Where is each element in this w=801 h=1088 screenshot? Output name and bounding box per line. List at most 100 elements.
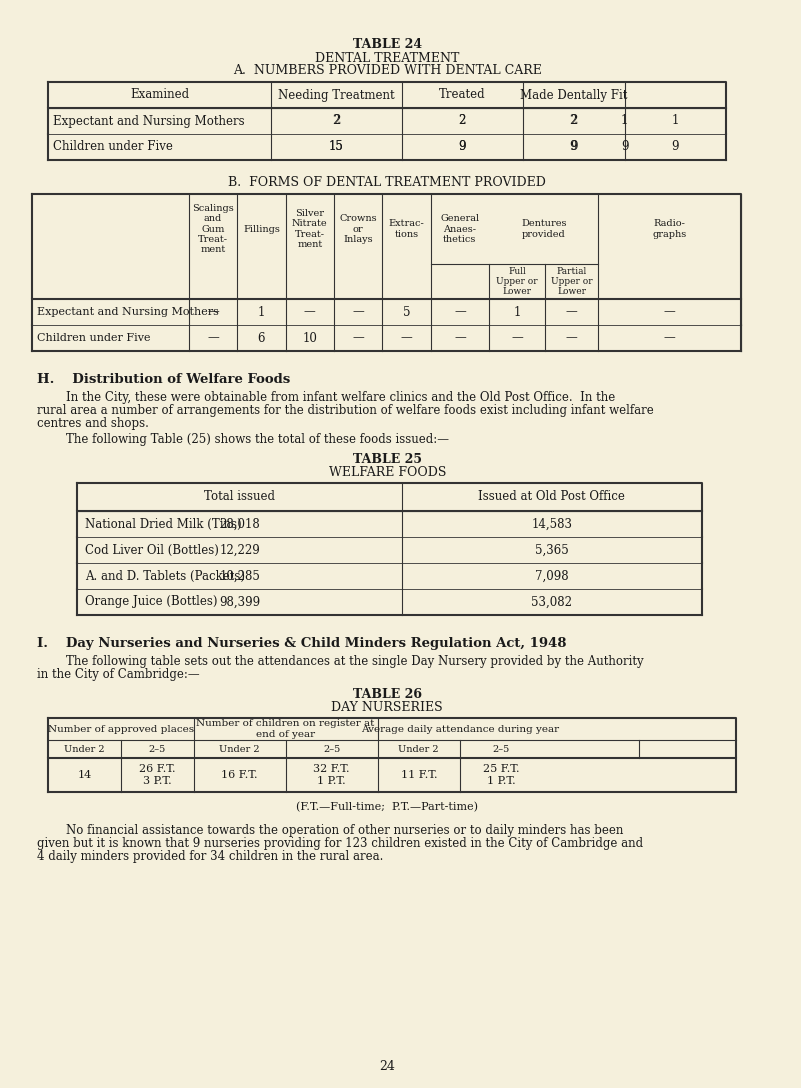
Text: Extrac-
tions: Extrac- tions [388, 220, 425, 238]
Text: 10,285: 10,285 [219, 569, 260, 582]
Text: Under 2: Under 2 [64, 744, 105, 754]
Text: 7,098: 7,098 [535, 569, 569, 582]
Text: DAY NURSERIES: DAY NURSERIES [332, 701, 443, 714]
Text: Made Dentally Fit: Made Dentally Fit [520, 88, 627, 101]
Text: A.  NUMBERS PROVIDED WITH DENTAL CARE: A. NUMBERS PROVIDED WITH DENTAL CARE [233, 64, 541, 77]
Text: rural area a number of arrangements for the distribution of welfare foods exist : rural area a number of arrangements for … [37, 404, 654, 417]
Text: Average daily attendance during year: Average daily attendance during year [361, 725, 559, 733]
Text: centres and shops.: centres and shops. [37, 417, 149, 430]
Text: 98,399: 98,399 [219, 595, 260, 608]
Text: B.  FORMS OF DENTAL TREATMENT PROVIDED: B. FORMS OF DENTAL TREATMENT PROVIDED [228, 176, 546, 189]
Text: A. and D. Tablets (Packets): A. and D. Tablets (Packets) [85, 569, 245, 582]
Text: 2: 2 [458, 114, 465, 127]
Text: 1: 1 [258, 306, 265, 319]
Text: 2: 2 [459, 114, 466, 127]
Text: —: — [664, 306, 675, 319]
Text: Cod Liver Oil (Bottles): Cod Liver Oil (Bottles) [85, 544, 219, 556]
Text: Total issued: Total issued [204, 491, 276, 504]
Text: Needing Treatment: Needing Treatment [278, 88, 394, 101]
Text: 2: 2 [332, 114, 340, 127]
Text: 2: 2 [570, 114, 578, 127]
Text: 28,018: 28,018 [219, 518, 260, 531]
Text: No financial assistance towards the operation of other nurseries or to daily min: No financial assistance towards the oper… [66, 824, 623, 837]
Text: General
Anaes-
thetics: General Anaes- thetics [441, 214, 480, 244]
Text: given but it is known that 9 nurseries providing for 123 children existed in the: given but it is known that 9 nurseries p… [37, 837, 643, 850]
Text: Scalings
and
Gum
Treat-
ment: Scalings and Gum Treat- ment [192, 203, 234, 255]
Text: 9: 9 [621, 140, 628, 153]
Text: 2–5: 2–5 [149, 744, 166, 754]
Text: —: — [207, 306, 219, 319]
Text: Silver
Nitrate
Treat-
ment: Silver Nitrate Treat- ment [292, 209, 328, 249]
Text: —: — [511, 332, 523, 345]
Text: Children under Five: Children under Five [53, 140, 173, 153]
Text: Issued at Old Post Office: Issued at Old Post Office [478, 491, 626, 504]
Text: 9: 9 [458, 140, 465, 153]
Text: Number of children on register at
end of year: Number of children on register at end of… [196, 719, 375, 739]
Text: Fillings: Fillings [243, 224, 280, 234]
Text: Expectant and Nursing Mothers: Expectant and Nursing Mothers [37, 307, 219, 317]
Text: 32 F.T.
1 P.T.: 32 F.T. 1 P.T. [313, 764, 350, 786]
Text: —: — [566, 306, 578, 319]
Text: Orange Juice (Bottles): Orange Juice (Bottles) [85, 595, 218, 608]
Text: Dentures
provided: Dentures provided [521, 220, 566, 238]
Text: (F.T.—Full-time;  P.T.—Part-time): (F.T.—Full-time; P.T.—Part-time) [296, 802, 478, 813]
Text: —: — [400, 332, 413, 345]
Text: Radio-
graphs: Radio- graphs [653, 220, 686, 238]
Text: TABLE 24: TABLE 24 [352, 38, 422, 51]
Text: 24: 24 [380, 1060, 395, 1073]
Text: 53,082: 53,082 [531, 595, 573, 608]
Text: 9: 9 [459, 140, 466, 153]
Text: 9: 9 [570, 140, 578, 153]
Text: —: — [304, 306, 316, 319]
Text: 15: 15 [329, 140, 344, 153]
Text: 4 daily minders provided for 34 children in the rural area.: 4 daily minders provided for 34 children… [37, 850, 383, 863]
Text: 9: 9 [570, 140, 577, 153]
Text: 1: 1 [621, 114, 628, 127]
Text: 15: 15 [328, 140, 344, 153]
Text: 11 F.T.: 11 F.T. [400, 770, 437, 780]
Text: Crowns
or
Inlays: Crowns or Inlays [340, 214, 377, 244]
Text: H.  Distribution of Welfare Foods: H. Distribution of Welfare Foods [37, 373, 290, 386]
Text: —: — [454, 306, 466, 319]
Text: 5: 5 [403, 306, 410, 319]
Text: 6: 6 [258, 332, 265, 345]
Text: —: — [454, 332, 466, 345]
Text: Examined: Examined [131, 88, 189, 101]
Text: 14,583: 14,583 [531, 518, 573, 531]
Text: WELFARE FOODS: WELFARE FOODS [328, 466, 446, 479]
Text: Partial
Upper or
Lower: Partial Upper or Lower [551, 267, 593, 296]
Text: —: — [664, 332, 675, 345]
Text: 26 F.T.
3 P.T.: 26 F.T. 3 P.T. [139, 764, 175, 786]
Text: The following Table (25) shows the total of these foods issued:—: The following Table (25) shows the total… [66, 433, 449, 446]
Text: Children under Five: Children under Five [37, 333, 151, 343]
Text: National Dried Milk (Tins): National Dried Milk (Tins) [85, 518, 242, 531]
Text: In the City, these were obtainable from infant welfare clinics and the Old Post : In the City, these were obtainable from … [66, 391, 615, 404]
Text: DENTAL TREATMENT: DENTAL TREATMENT [315, 52, 460, 65]
Text: Full
Upper or
Lower: Full Upper or Lower [497, 267, 537, 296]
Text: 1: 1 [672, 114, 679, 127]
Text: —: — [352, 306, 364, 319]
Text: Treated: Treated [438, 88, 485, 101]
Text: Number of approved places: Number of approved places [48, 725, 194, 733]
Text: 5,365: 5,365 [535, 544, 569, 556]
Text: 2: 2 [570, 114, 577, 127]
Text: in the City of Cambridge:—: in the City of Cambridge:— [37, 668, 199, 681]
Text: —: — [207, 332, 219, 345]
Text: TABLE 25: TABLE 25 [352, 453, 422, 466]
Text: 2–5: 2–5 [323, 744, 340, 754]
Text: 10: 10 [303, 332, 317, 345]
Text: Under 2: Under 2 [398, 744, 439, 754]
Text: 2: 2 [332, 114, 340, 127]
Text: Expectant and Nursing Mothers: Expectant and Nursing Mothers [53, 114, 245, 127]
Text: Under 2: Under 2 [219, 744, 260, 754]
Text: 25 F.T.
1 P.T.: 25 F.T. 1 P.T. [483, 764, 519, 786]
Text: I.  Day Nurseries and Nurseries & Child Minders Regulation Act, 1948: I. Day Nurseries and Nurseries & Child M… [37, 636, 566, 650]
Text: 2–5: 2–5 [493, 744, 509, 754]
Text: —: — [566, 332, 578, 345]
Text: 1: 1 [513, 306, 521, 319]
Text: The following table sets out the attendances at the single Day Nursery provided : The following table sets out the attenda… [66, 655, 643, 668]
Text: 16 F.T.: 16 F.T. [221, 770, 258, 780]
Text: TABLE 26: TABLE 26 [352, 688, 422, 701]
Text: 9: 9 [671, 140, 679, 153]
Text: 12,229: 12,229 [219, 544, 260, 556]
